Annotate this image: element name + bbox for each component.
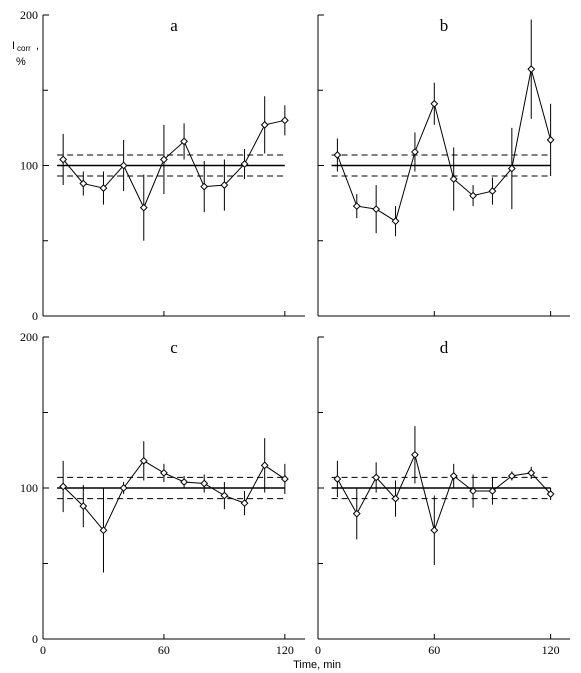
data-point <box>507 472 516 480</box>
data-point <box>160 468 168 477</box>
data-point <box>449 175 458 183</box>
data-point <box>99 526 108 535</box>
panel-b: b <box>317 14 570 317</box>
data-point <box>280 116 289 125</box>
series-line <box>336 69 552 222</box>
data-point <box>180 137 188 146</box>
data-point <box>160 155 168 164</box>
y-tick-label: 0 <box>32 309 38 323</box>
y-tick-label: 200 <box>20 330 38 344</box>
data-point <box>119 484 128 492</box>
panel-letter: d <box>440 338 449 357</box>
data-point <box>546 136 555 144</box>
data-point <box>527 65 536 74</box>
y-tick-label: 0 <box>32 632 38 646</box>
data-point <box>79 179 88 188</box>
data-point <box>180 478 188 486</box>
data-point <box>240 499 249 508</box>
data-point <box>469 487 477 495</box>
data-point <box>220 181 229 189</box>
data-point <box>260 461 269 470</box>
series-line <box>62 460 286 532</box>
data-point <box>59 155 68 164</box>
y-axis-label-subscript: corr <box>17 44 31 53</box>
data-point <box>430 526 439 535</box>
panel-letter: c <box>170 338 178 357</box>
data-point <box>139 203 148 212</box>
y-axis-label-comma: , <box>36 40 39 52</box>
data-point <box>200 182 209 191</box>
data-point <box>546 490 555 498</box>
panel-d: 0 60 120 d <box>315 336 570 657</box>
data-point <box>527 468 536 477</box>
data-point <box>411 450 419 459</box>
x-tick-label: 60 <box>158 643 170 657</box>
data-point <box>411 148 419 156</box>
data-point <box>280 475 289 483</box>
panel-letter: b <box>440 16 449 35</box>
data-point <box>352 509 361 518</box>
data-point <box>488 187 497 195</box>
y-tick-label: 100 <box>20 159 38 173</box>
data-point <box>79 502 88 511</box>
data-point <box>333 151 342 159</box>
data-point <box>430 99 439 108</box>
data-point <box>333 475 342 483</box>
data-point <box>507 164 516 173</box>
data-point <box>59 482 68 491</box>
data-point <box>220 491 229 500</box>
data-point <box>240 160 249 168</box>
data-point <box>352 202 361 211</box>
data-point <box>99 184 108 192</box>
data-point <box>119 161 128 170</box>
data-point <box>139 456 148 465</box>
x-tick-label: 0 <box>315 643 321 657</box>
data-point <box>372 473 381 482</box>
x-axis-label: Time, min <box>293 659 341 671</box>
data-point <box>449 472 458 480</box>
data-point <box>469 191 477 200</box>
x-tick-label: 0 <box>40 643 46 657</box>
y-axis-label-main: I <box>12 40 15 52</box>
x-tick-label: 120 <box>542 643 560 657</box>
data-point <box>391 494 400 503</box>
data-point <box>391 217 400 226</box>
x-tick-label: 60 <box>428 643 440 657</box>
y-tick-label: 200 <box>20 8 38 22</box>
panel-c: 0 100 200 0 60 120 c <box>20 330 305 657</box>
data-point <box>200 479 209 488</box>
y-axis-label-unit: % <box>16 56 26 68</box>
panel-letter: a <box>170 16 178 35</box>
data-point <box>260 120 269 129</box>
data-point <box>372 205 381 214</box>
series-line <box>336 453 551 533</box>
panel-a: 0 100 200 a <box>20 8 305 323</box>
y-tick-label: 100 <box>20 481 38 495</box>
x-tick-label: 120 <box>276 643 294 657</box>
panels: 0 100 200 a b 0 100 200 0 60 120 c 0 60 120 d <box>20 8 570 657</box>
data-point <box>488 487 497 495</box>
series-line <box>62 119 285 209</box>
